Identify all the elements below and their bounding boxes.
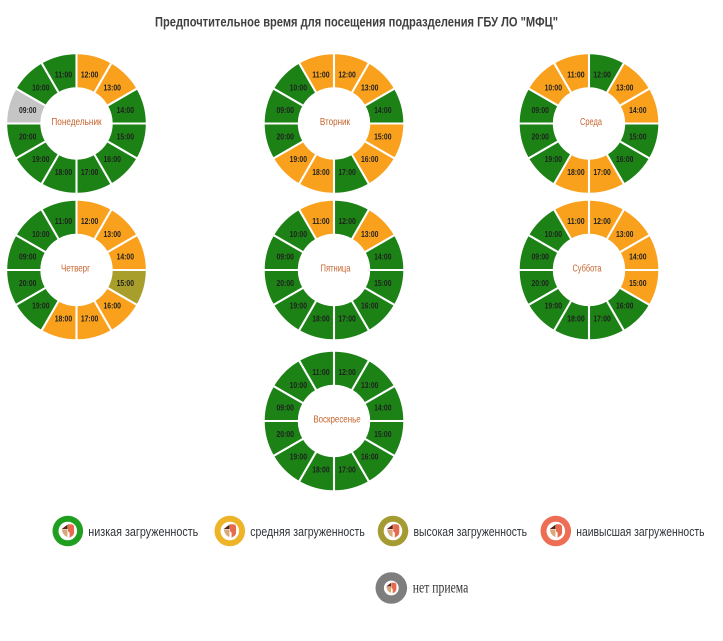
svg-text:16:00: 16:00 — [616, 155, 634, 164]
svg-text:09:00: 09:00 — [19, 106, 37, 115]
svg-text:14:00: 14:00 — [374, 106, 392, 115]
svg-text:18:00: 18:00 — [567, 168, 585, 177]
svg-text:18:00: 18:00 — [312, 168, 330, 177]
svg-text:15:00: 15:00 — [629, 132, 647, 141]
svg-text:18:00: 18:00 — [312, 314, 330, 323]
svg-text:11:00: 11:00 — [312, 217, 330, 226]
svg-text:13:00: 13:00 — [104, 83, 122, 92]
svg-text:Воскресенье: Воскресенье — [313, 415, 361, 426]
svg-text:10:00: 10:00 — [290, 381, 308, 390]
svg-text:14:00: 14:00 — [117, 106, 135, 115]
svg-text:11:00: 11:00 — [567, 217, 585, 226]
svg-text:18:00: 18:00 — [55, 314, 73, 323]
svg-text:15:00: 15:00 — [629, 279, 647, 288]
svg-text:средняя загруженность: средняя загруженность — [250, 525, 364, 539]
svg-text:низкая загруженность: низкая загруженность — [88, 525, 198, 539]
svg-text:16:00: 16:00 — [361, 155, 379, 164]
svg-text:20:00: 20:00 — [532, 279, 550, 288]
svg-text:10:00: 10:00 — [290, 83, 308, 92]
svg-text:12:00: 12:00 — [593, 217, 611, 226]
svg-text:11:00: 11:00 — [312, 368, 330, 377]
svg-text:14:00: 14:00 — [629, 253, 647, 262]
svg-text:Суббота: Суббота — [572, 263, 601, 275]
svg-text:Среда: Среда — [580, 117, 602, 128]
svg-text:Четверг: Четверг — [61, 264, 90, 275]
svg-text:13:00: 13:00 — [616, 230, 634, 239]
svg-text:19:00: 19:00 — [290, 301, 308, 310]
svg-text:13:00: 13:00 — [616, 83, 634, 92]
svg-text:09:00: 09:00 — [277, 106, 295, 115]
svg-text:16:00: 16:00 — [361, 452, 379, 461]
svg-text:17:00: 17:00 — [338, 168, 356, 177]
svg-text:11:00: 11:00 — [55, 217, 73, 226]
svg-text:12:00: 12:00 — [338, 70, 356, 79]
svg-text:09:00: 09:00 — [277, 253, 295, 262]
svg-text:10:00: 10:00 — [32, 83, 50, 92]
svg-text:нет приема: нет приема — [413, 579, 469, 596]
svg-text:18:00: 18:00 — [567, 314, 585, 323]
svg-text:10:00: 10:00 — [290, 230, 308, 239]
svg-text:15:00: 15:00 — [374, 132, 392, 141]
svg-text:высокая загруженность: высокая загруженность — [414, 525, 528, 539]
svg-text:18:00: 18:00 — [312, 465, 330, 474]
svg-text:14:00: 14:00 — [629, 106, 647, 115]
svg-text:15:00: 15:00 — [374, 279, 392, 288]
svg-text:14:00: 14:00 — [117, 253, 135, 262]
svg-text:20:00: 20:00 — [19, 279, 37, 288]
svg-text:18:00: 18:00 — [55, 168, 73, 177]
svg-text:Пятница: Пятница — [321, 264, 351, 275]
svg-text:16:00: 16:00 — [361, 301, 379, 310]
svg-text:12:00: 12:00 — [81, 217, 99, 226]
svg-text:17:00: 17:00 — [81, 314, 99, 323]
svg-text:13:00: 13:00 — [104, 230, 122, 239]
svg-text:09:00: 09:00 — [277, 404, 295, 413]
svg-text:11:00: 11:00 — [55, 70, 73, 79]
svg-text:16:00: 16:00 — [616, 301, 634, 310]
svg-text:15:00: 15:00 — [117, 132, 135, 141]
svg-text:17:00: 17:00 — [81, 168, 99, 177]
svg-text:14:00: 14:00 — [374, 404, 392, 413]
svg-text:12:00: 12:00 — [593, 70, 611, 79]
svg-text:20:00: 20:00 — [532, 132, 550, 141]
svg-text:12:00: 12:00 — [81, 70, 99, 79]
svg-text:12:00: 12:00 — [338, 217, 356, 226]
svg-text:19:00: 19:00 — [545, 301, 563, 310]
svg-text:20:00: 20:00 — [277, 132, 295, 141]
svg-text:10:00: 10:00 — [545, 83, 563, 92]
svg-text:09:00: 09:00 — [19, 253, 37, 262]
svg-text:14:00: 14:00 — [374, 253, 392, 262]
svg-text:15:00: 15:00 — [117, 279, 135, 288]
svg-text:11:00: 11:00 — [567, 70, 585, 79]
svg-text:20:00: 20:00 — [277, 279, 295, 288]
svg-text:20:00: 20:00 — [277, 430, 295, 439]
svg-text:16:00: 16:00 — [104, 301, 122, 310]
svg-text:10:00: 10:00 — [545, 230, 563, 239]
svg-text:Предпочтительное время для пос: Предпочтительное время для посещения под… — [155, 14, 558, 30]
svg-text:11:00: 11:00 — [312, 70, 330, 79]
svg-text:09:00: 09:00 — [532, 253, 550, 262]
svg-text:17:00: 17:00 — [338, 465, 356, 474]
svg-text:17:00: 17:00 — [593, 168, 611, 177]
svg-text:19:00: 19:00 — [545, 155, 563, 164]
svg-text:Понедельник: Понедельник — [51, 117, 102, 128]
svg-text:16:00: 16:00 — [104, 155, 122, 164]
svg-text:20:00: 20:00 — [19, 132, 37, 141]
svg-text:19:00: 19:00 — [32, 301, 50, 310]
svg-text:наивысшая загруженность: наивысшая загруженность — [576, 525, 704, 539]
svg-text:17:00: 17:00 — [593, 314, 611, 323]
svg-text:10:00: 10:00 — [32, 230, 50, 239]
svg-text:13:00: 13:00 — [361, 83, 379, 92]
svg-text:19:00: 19:00 — [290, 452, 308, 461]
svg-text:17:00: 17:00 — [338, 314, 356, 323]
svg-text:13:00: 13:00 — [361, 230, 379, 239]
svg-text:09:00: 09:00 — [532, 106, 550, 115]
svg-text:15:00: 15:00 — [374, 430, 392, 439]
svg-text:12:00: 12:00 — [338, 368, 356, 377]
svg-text:19:00: 19:00 — [290, 155, 308, 164]
svg-text:19:00: 19:00 — [32, 155, 50, 164]
svg-text:13:00: 13:00 — [361, 381, 379, 390]
svg-text:Вторник: Вторник — [320, 117, 351, 128]
